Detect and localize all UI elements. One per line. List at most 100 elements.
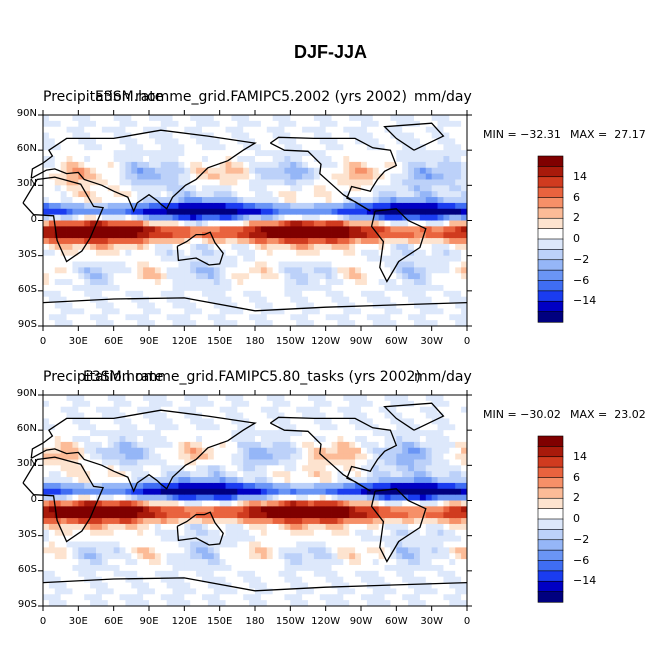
field-cell [284, 400, 291, 408]
field-cell [219, 424, 226, 431]
field-cell [196, 559, 203, 566]
field-cell [337, 494, 344, 501]
field-cell [378, 553, 385, 560]
field-cell [372, 238, 380, 245]
field-cell [249, 465, 256, 472]
field-cell [190, 441, 197, 449]
field-cell [402, 290, 409, 298]
field-cell [366, 320, 374, 327]
field-cell [243, 436, 250, 443]
field-cell [278, 232, 285, 239]
field-cell [260, 459, 268, 466]
field-cell [272, 412, 279, 419]
field-cell [243, 249, 250, 257]
field-cell [308, 314, 315, 321]
field-cell [337, 179, 344, 186]
colorbar-box [537, 290, 564, 302]
field-cell [196, 179, 203, 186]
field-cell [72, 506, 79, 513]
field-cell [343, 314, 350, 321]
field-cell [119, 436, 126, 443]
field-cell [166, 132, 173, 139]
field-cell [455, 290, 462, 298]
field-cell [337, 290, 344, 298]
field-cell [290, 500, 297, 507]
field-cell [296, 594, 303, 601]
field-cell [372, 400, 380, 408]
field-cell [384, 529, 391, 537]
field-cell [90, 308, 97, 315]
field-cell [361, 559, 368, 566]
field-cell [213, 576, 221, 583]
field-cell [72, 150, 79, 157]
field-cell [78, 518, 85, 525]
field-cell [54, 523, 62, 531]
field-cell [160, 406, 168, 413]
field-cell [349, 115, 356, 122]
field-cell [272, 156, 279, 163]
field-cell [225, 518, 232, 525]
field-cell [302, 150, 309, 157]
field-cell [278, 594, 285, 601]
field-cell [296, 541, 303, 548]
field-cell [361, 202, 368, 210]
field-cell [355, 588, 362, 595]
field-cell [355, 553, 362, 560]
field-cell [54, 447, 62, 455]
field-cell [107, 582, 115, 589]
field-cell [72, 279, 79, 286]
field-cell [249, 424, 256, 431]
field-cell [431, 220, 438, 227]
field-cell [266, 296, 274, 303]
field-cell [337, 400, 344, 408]
field-cell [355, 471, 362, 478]
field-cell [419, 214, 427, 221]
field-cell [78, 424, 85, 431]
field-cell [172, 541, 179, 548]
field-cell [402, 541, 409, 548]
field-cell [119, 243, 126, 251]
field-cell [284, 273, 291, 280]
field-cell [296, 249, 303, 257]
field-cell [213, 529, 221, 537]
field-cell [119, 482, 126, 490]
field-cell [361, 279, 368, 286]
field-cell [337, 477, 344, 484]
field-cell [131, 412, 138, 419]
field-cell [113, 255, 120, 262]
field-cell [137, 535, 144, 542]
field-cell [60, 594, 67, 601]
field-cell [278, 541, 285, 548]
field-cell [313, 395, 321, 402]
field-cell [90, 588, 97, 595]
field-cell [302, 564, 309, 572]
field-cell [414, 465, 421, 472]
field-cell [101, 465, 109, 472]
field-cell [243, 459, 250, 466]
field-cell [178, 400, 185, 408]
field-cell [255, 314, 262, 321]
field-cell [278, 600, 285, 607]
field-cell [266, 232, 274, 239]
field-cell [43, 208, 50, 216]
field-cell [378, 541, 385, 548]
field-cell [43, 144, 50, 151]
field-cell [125, 518, 132, 525]
field-cell [107, 447, 115, 455]
field-cell [125, 138, 132, 145]
field-cell [243, 284, 250, 292]
field-cell [149, 430, 156, 437]
field-cell [361, 185, 368, 192]
field-cell [272, 582, 279, 589]
field-cell [131, 284, 138, 292]
field-cell [48, 314, 56, 321]
field-cell [349, 202, 356, 210]
field-cell [184, 150, 191, 157]
field-cell [260, 582, 268, 589]
field-cell [166, 447, 173, 455]
field-cell [202, 279, 209, 286]
field-cell [390, 202, 397, 210]
field-cell [119, 406, 126, 413]
field-cell [266, 406, 274, 413]
field-cell [125, 535, 132, 542]
